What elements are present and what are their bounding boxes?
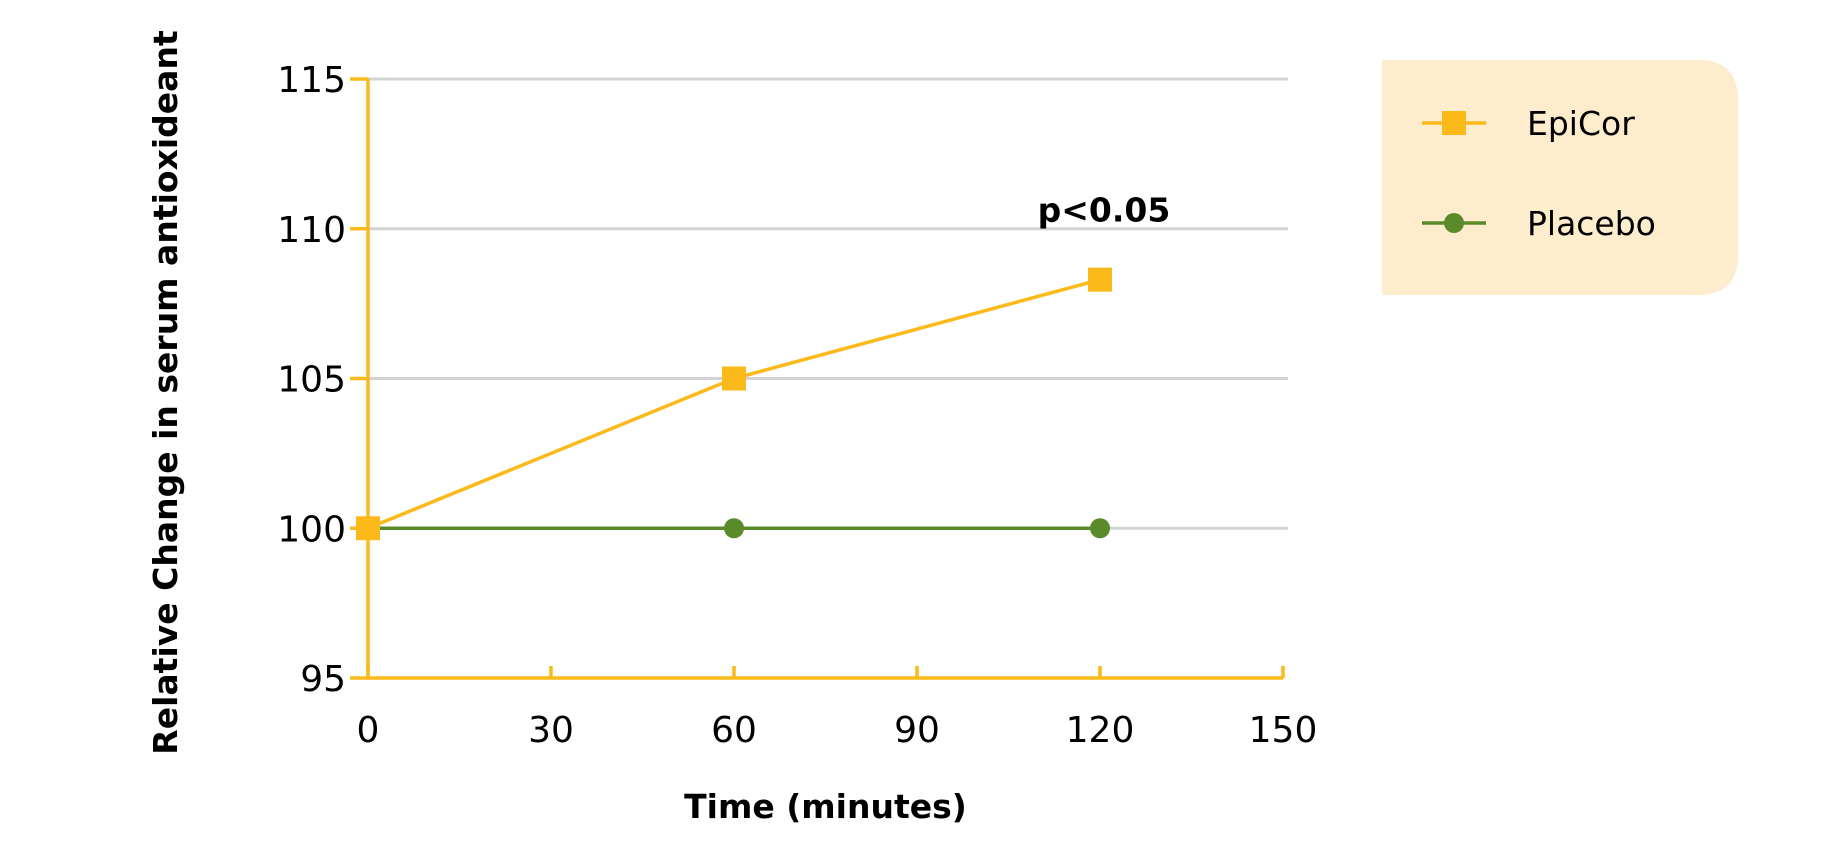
y-axis-title: Relative Change in serum antioxideant bbox=[146, 30, 185, 755]
x-tick-label: 0 bbox=[357, 710, 380, 751]
legend-item-epicor: EpiCor bbox=[1422, 104, 1635, 143]
data-series bbox=[356, 267, 1112, 541]
y-tick-label: 95 bbox=[300, 659, 346, 700]
legend-label-placebo: Placebo bbox=[1527, 204, 1656, 243]
grid-lines bbox=[368, 77, 1288, 530]
x-tick-label: 150 bbox=[1249, 710, 1318, 751]
x-tick-label: 30 bbox=[528, 710, 574, 751]
significance-annotation: p<0.05 bbox=[1038, 191, 1171, 230]
annotations: p<0.05 bbox=[1038, 191, 1171, 230]
data-point-epicor bbox=[356, 516, 380, 541]
legend-label-epicor: EpiCor bbox=[1527, 104, 1635, 143]
y-tick-label: 105 bbox=[277, 360, 346, 401]
legend-marker-epicor bbox=[1442, 111, 1466, 135]
data-point-epicor bbox=[722, 366, 746, 391]
data-point-placebo bbox=[1090, 518, 1110, 539]
x-axis-title: Time (minutes) bbox=[684, 787, 967, 826]
tick-labels: 95 100 105 110 115 0 30 60 90 120 150 bbox=[277, 60, 1317, 751]
axis-titles: Time (minutes) Relative Change in serum … bbox=[146, 30, 967, 826]
data-point-epicor bbox=[1088, 267, 1112, 292]
data-point-placebo bbox=[724, 518, 744, 539]
y-tick-label: 115 bbox=[277, 60, 346, 101]
x-tick-label: 120 bbox=[1066, 710, 1135, 751]
series-line-epicor bbox=[367, 277, 1101, 530]
legend-box bbox=[1382, 60, 1738, 295]
axes bbox=[350, 77, 1285, 680]
legend: EpiCor Placebo bbox=[1382, 60, 1738, 295]
y-tick-label: 110 bbox=[277, 210, 346, 251]
legend-marker-placebo bbox=[1444, 213, 1464, 233]
legend-item-placebo: Placebo bbox=[1422, 204, 1656, 243]
x-tick-label: 90 bbox=[894, 710, 940, 751]
y-tick-label: 100 bbox=[277, 509, 346, 550]
x-tick-label: 60 bbox=[711, 710, 757, 751]
